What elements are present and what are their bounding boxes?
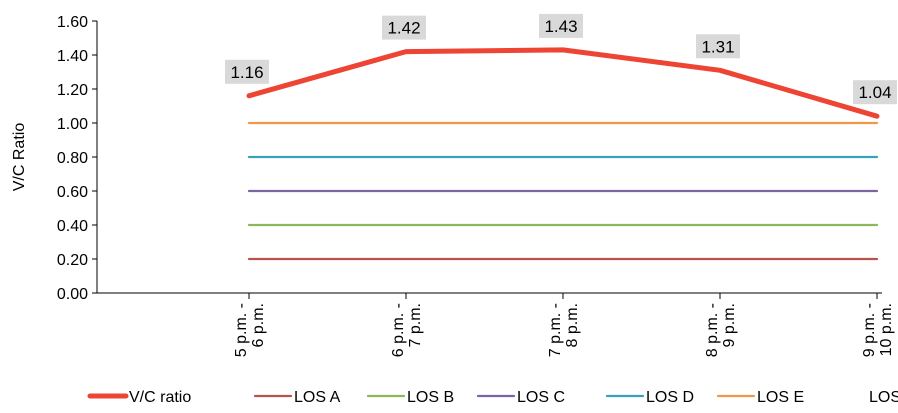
v-c-ratio-line bbox=[246, 47, 880, 119]
y-axis-label: V/C Ratio bbox=[11, 123, 28, 192]
data-label: 1.42 bbox=[382, 15, 426, 40]
data-label-box bbox=[853, 80, 897, 105]
legend-item-los-c: LOS C bbox=[476, 389, 565, 406]
data-label: 1.16 bbox=[225, 59, 269, 84]
data-label-box bbox=[696, 34, 740, 59]
legend-label: LOS B bbox=[407, 389, 454, 406]
data-label-text: 1.42 bbox=[387, 19, 420, 38]
x-tick-label: 6 p.m. -7 p.m. bbox=[390, 303, 424, 357]
data-label: 1.04 bbox=[853, 80, 897, 105]
data-label-text: 1.04 bbox=[858, 83, 891, 102]
y-tick-label: 1.40 bbox=[57, 48, 88, 65]
los-reference-lines bbox=[247, 121, 879, 261]
y-tick-label: 0.00 bbox=[57, 286, 88, 303]
legend-item-los-e: LOS E bbox=[716, 389, 804, 406]
y-tick-label: 0.60 bbox=[57, 184, 88, 201]
data-label-text: 1.16 bbox=[230, 63, 263, 82]
y-tick-label: 0.40 bbox=[57, 218, 88, 235]
data-label-box bbox=[382, 15, 426, 40]
x-tick-label: 9 p.m. -10 p.m. bbox=[861, 303, 895, 357]
data-label: 1.31 bbox=[696, 34, 740, 59]
legend-item-los-a: LOS A bbox=[253, 389, 341, 406]
legend-label: V/C ratio bbox=[129, 389, 191, 406]
data-label-text: 1.31 bbox=[701, 37, 734, 56]
legend-label: LOS F bbox=[869, 389, 898, 406]
data-label-text: 1.43 bbox=[544, 17, 577, 36]
data-label-box bbox=[539, 13, 583, 38]
legend-label: LOS D bbox=[646, 389, 694, 406]
legend-label: LOS A bbox=[294, 389, 341, 406]
y-tick-label: 0.80 bbox=[57, 150, 88, 167]
legend-label: LOS C bbox=[517, 389, 565, 406]
y-tick-label: 1.00 bbox=[57, 116, 88, 133]
data-labels: 1.16 1.42 1.43 1.31 1.04 bbox=[225, 13, 897, 105]
legend-item-los-b: LOS B bbox=[366, 389, 454, 406]
legend-label: LOS E bbox=[757, 389, 804, 406]
vc-ratio-series bbox=[246, 47, 880, 119]
legend-item-los-f: LOS F bbox=[869, 389, 898, 406]
y-tick-label: 1.20 bbox=[57, 82, 88, 99]
axes: 0.00 0.20 0.40 0.60 0.80 1.00 1.20 1.40 1.60 5 p.… bbox=[57, 14, 895, 357]
data-label: 1.43 bbox=[539, 13, 583, 38]
x-tick-label: 5 p.m. -6 p.m. bbox=[233, 303, 267, 357]
y-tick-label: 1.60 bbox=[57, 14, 88, 31]
y-tick-label: 0.20 bbox=[57, 252, 88, 269]
data-label-box bbox=[225, 59, 269, 84]
legend-item-los-d: LOS D bbox=[605, 389, 694, 406]
legend: V/C ratio LOS A LOS B LOS C LOS D LOS E LOS F bbox=[87, 389, 898, 406]
x-tick-label: 8 p.m. -9 p.m. bbox=[704, 303, 738, 357]
legend-item-v-c-ratio: V/C ratio bbox=[87, 389, 191, 406]
x-tick-label: 7 p.m. -8 p.m. bbox=[547, 303, 581, 357]
